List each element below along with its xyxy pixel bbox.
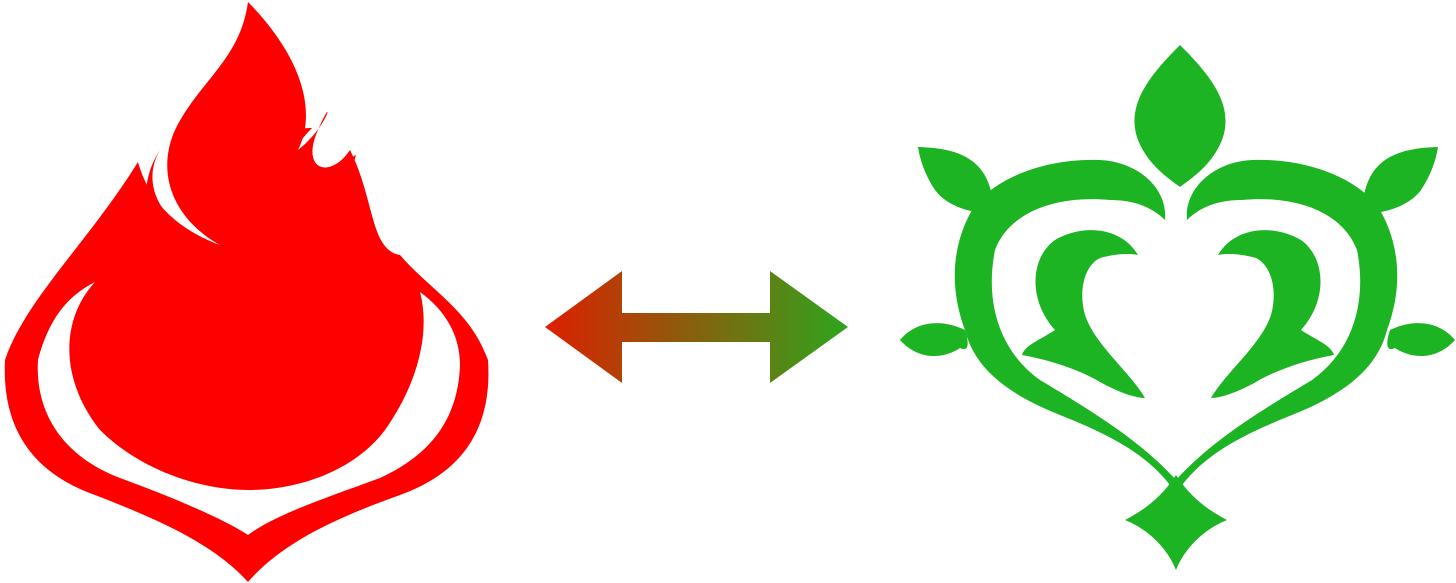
dendro-leaf-heart-emblem-icon <box>900 45 1455 570</box>
pyro-flame-emblem-icon <box>4 2 489 582</box>
pyro-swirl <box>145 306 353 479</box>
dendro-leaf-top-left <box>918 147 1011 216</box>
pyro-swirl-tail <box>262 363 310 438</box>
dendro-top-leaf <box>1134 45 1226 187</box>
pyro-inner-tongue-left <box>145 150 270 269</box>
pyro-outer-flame <box>4 2 489 582</box>
pyro-inner-tongue-mid <box>244 128 345 280</box>
dendro-inner-curl-right <box>1211 230 1334 398</box>
dendro-heart-ring <box>954 159 1398 492</box>
dendro-inner-curl-left <box>1022 230 1145 398</box>
dendro-leaf-top-right <box>1345 147 1438 216</box>
dendro-leaf-mid-right <box>1387 323 1455 357</box>
dendro-bottom-stem <box>1125 475 1227 570</box>
pyro-inner-tongue-right <box>325 155 395 330</box>
arrow-shape <box>545 271 848 383</box>
dendro-leaf-mid-left <box>900 323 968 357</box>
double-headed-arrow-icon <box>545 271 848 383</box>
